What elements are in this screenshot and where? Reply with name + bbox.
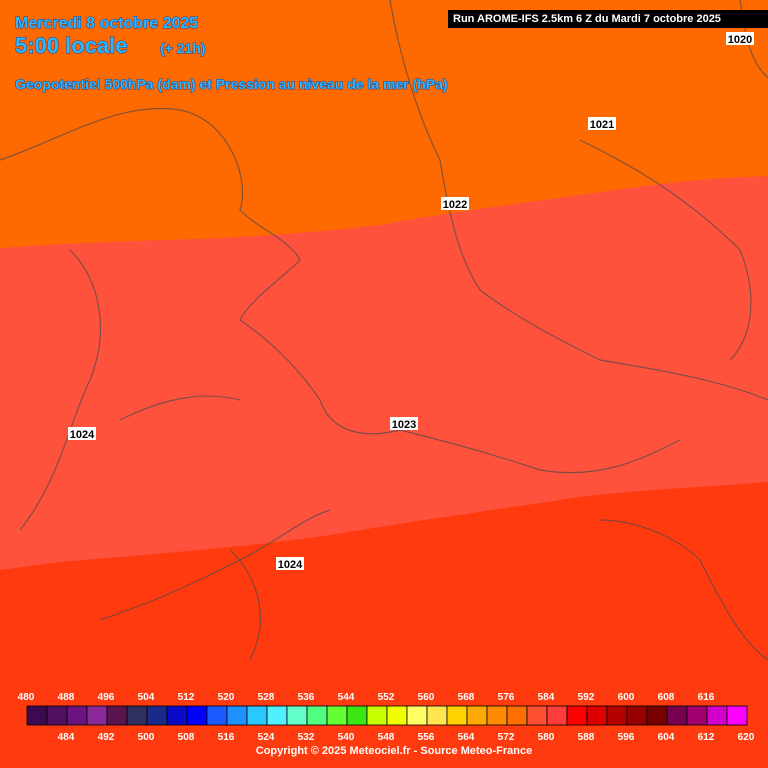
colorbar-label: 504 — [138, 692, 155, 703]
colorbar-label: 520 — [218, 692, 235, 703]
colorbar-label: 532 — [298, 732, 315, 743]
colorbar-label: 572 — [498, 732, 515, 743]
run-banner — [448, 10, 768, 28]
colorbar-swatch — [326, 705, 348, 726]
colorbar-label: 564 — [458, 732, 475, 743]
colorbar-label: 496 — [98, 692, 115, 703]
colorbar-label: 612 — [698, 732, 715, 743]
colorbar-label: 492 — [98, 732, 115, 743]
colorbar-label: 604 — [658, 732, 675, 743]
colorbar-label: 528 — [258, 692, 275, 703]
isobar-box — [68, 427, 96, 440]
colorbar-swatch — [686, 705, 708, 726]
colorbar-label: 484 — [58, 732, 75, 743]
colorbar-label: 560 — [418, 692, 435, 703]
colorbar-swatch — [706, 705, 728, 726]
colorbar-swatch — [346, 705, 368, 726]
colorbar-swatch — [626, 705, 648, 726]
isobar-box — [726, 32, 754, 45]
forecast-date: Mercredi 8 octobre 2025 — [15, 15, 198, 32]
colorbar-swatch — [406, 705, 428, 726]
field-north — [0, 0, 768, 248]
colorbar-swatch — [466, 705, 488, 726]
colorbar-swatch — [46, 705, 68, 726]
colorbar-swatch — [306, 705, 328, 726]
isobar-box — [441, 197, 469, 210]
isobar-label: 1022 — [443, 199, 467, 211]
colorbar-label: 544 — [338, 692, 355, 703]
colorbar-label: 600 — [618, 692, 635, 703]
colorbar-swatch — [386, 705, 408, 726]
isobar-label: 1024 — [70, 429, 95, 441]
colorbar-label: 620 — [738, 732, 755, 743]
isobar-labels: 1020 1021 1022 1023 1024 1024 — [68, 32, 754, 571]
colorbar-swatch — [506, 705, 528, 726]
colorbar-swatch — [246, 705, 268, 726]
isobar-box — [276, 557, 304, 570]
colorbar-swatch — [126, 705, 148, 726]
colorbar-label: 584 — [538, 692, 555, 703]
colorbar-label: 488 — [58, 692, 75, 703]
colorbar-swatch — [426, 705, 448, 726]
colorbar-label: 480 — [18, 692, 35, 703]
isobar-label: 1023 — [392, 419, 416, 431]
colorbar-label: 596 — [618, 732, 635, 743]
colorbar-swatch — [266, 705, 288, 726]
colorbar-swatch — [446, 705, 468, 726]
colorbar-label: 516 — [218, 732, 235, 743]
colorbar-label: 592 — [578, 692, 595, 703]
colorbar-swatch — [586, 705, 608, 726]
isobar-label: 1021 — [590, 119, 614, 131]
colorbar-label: 540 — [338, 732, 355, 743]
colorbar-swatch — [106, 705, 128, 726]
map-subtitle: Geopotentiel 500hPa (dam) et Pression au… — [15, 76, 448, 92]
colorbar-swatch — [206, 705, 228, 726]
colorbar-swatch — [366, 705, 388, 726]
colorbar-swatch — [286, 705, 308, 726]
colorbar-label: 588 — [578, 732, 595, 743]
colorbar-swatch — [646, 705, 668, 726]
colorbar-swatch — [186, 705, 208, 726]
colorbar-label: 616 — [698, 692, 715, 703]
colorbar-swatch — [546, 705, 568, 726]
colorbar-label: 524 — [258, 732, 275, 743]
colorbar-label: 608 — [658, 692, 675, 703]
isobar-box — [588, 117, 616, 130]
copyright: Copyright © 2025 Meteociel.fr - Source M… — [256, 745, 532, 757]
colorbar-swatch — [226, 705, 248, 726]
forecast-lead: (+ 21h) — [160, 40, 206, 56]
isobar-label: 1020 — [728, 34, 752, 46]
colorbar-label: 576 — [498, 692, 515, 703]
colorbar-label: 580 — [538, 732, 555, 743]
colorbar-swatch — [666, 705, 688, 726]
colorbar-swatch — [486, 705, 508, 726]
borders — [0, 0, 768, 661]
colorbar-swatch — [26, 705, 48, 726]
colorbar-label: 512 — [178, 692, 195, 703]
colorbar-label: 500 — [138, 732, 155, 743]
run-info: Run AROME-IFS 2.5km 6 Z du Mardi 7 octob… — [453, 13, 721, 25]
colorbar-swatch — [86, 705, 108, 726]
colorbar-label: 552 — [378, 692, 395, 703]
colorbar-swatch — [146, 705, 168, 726]
colorbar-swatch — [606, 705, 628, 726]
isobar-label: 1024 — [278, 559, 303, 571]
colorbar-label: 508 — [178, 732, 195, 743]
colorbar-label: 548 — [378, 732, 395, 743]
forecast-time: 5:00 locale — [15, 33, 128, 58]
colorbar-swatch — [566, 705, 588, 726]
colorbar-label: 568 — [458, 692, 475, 703]
colorbar-swatch — [526, 705, 548, 726]
colorbar-label: 556 — [418, 732, 435, 743]
isobar-box — [390, 417, 418, 430]
colorbar-swatch — [166, 705, 188, 726]
colorbar-label: 536 — [298, 692, 315, 703]
colorbar-swatch — [726, 705, 748, 726]
colorbar-swatch — [66, 705, 88, 726]
colorbar: 480 484 488 492 496 500 504 508 512 516 520 524 528 5… — [18, 692, 755, 743]
